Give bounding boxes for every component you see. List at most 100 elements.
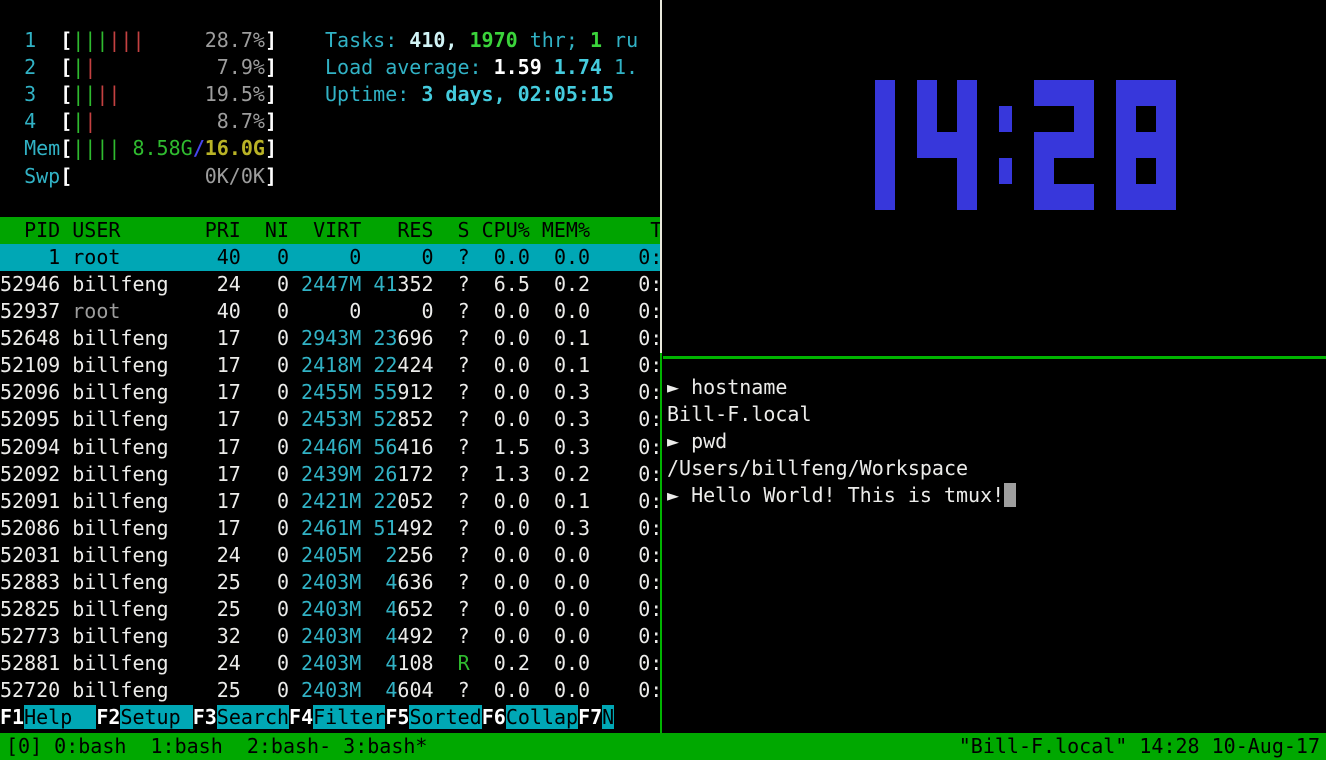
clock-gap (917, 158, 937, 184)
process-row[interactable]: 52031 billfeng 24 0 2405M 2256 ? 0.0 0.0… (0, 542, 660, 569)
tty-clock (824, 80, 1187, 210)
process-row[interactable]: 52937 root 40 0 0 0 ? 0.0 0.0 0: (0, 298, 660, 325)
cell-time: 0: (590, 651, 660, 676)
cell-pid: 1 (0, 244, 73, 269)
cell-virt: 2439M (289, 461, 362, 486)
meter-label: 2 (0, 55, 61, 80)
clock-block (1116, 80, 1136, 106)
mem-total: 16.0G (204, 136, 265, 161)
cell-user: billfeng (72, 434, 181, 459)
cell-cpu: 0.0 (469, 380, 530, 405)
process-row[interactable]: 52825 billfeng 25 0 2403M 4652 ? 0.0 0.0… (0, 596, 660, 623)
cell-pid: 52096 (0, 380, 73, 405)
meter-bracket: ] (264, 163, 277, 188)
cell-mem: 0.3 (529, 380, 591, 405)
cell-time: 0: (590, 461, 660, 486)
cell-pid: 52825 (0, 597, 73, 622)
fkey-f7-n[interactable]: F7N (578, 705, 615, 730)
info-seg: Uptime: (325, 82, 422, 107)
cell-res-hi: 52 (373, 407, 398, 432)
clock-block (1116, 158, 1136, 184)
cell-pri: 17 (180, 353, 241, 378)
cell-res-hi: 4 (385, 569, 398, 594)
cell-cpu: 0.0 (469, 515, 530, 540)
clock-block (875, 158, 895, 184)
process-row[interactable]: 52095 billfeng 17 0 2453M 52852 ? 0.0 0.… (0, 406, 660, 433)
process-row[interactable]: 52096 billfeng 17 0 2455M 55912 ? 0.0 0.… (0, 379, 660, 406)
clock-block (957, 106, 977, 132)
clock-gap (855, 106, 875, 132)
cell-cpu: 0.0 (469, 678, 530, 703)
cell-res-hi: 41 (373, 271, 398, 296)
clock-block (1034, 80, 1054, 106)
process-row[interactable]: 52092 billfeng 17 0 2439M 26172 ? 1.3 0.… (0, 461, 660, 488)
cell-pri: 25 (180, 597, 241, 622)
process-row[interactable]: 52648 billfeng 17 0 2943M 23696 ? 0.0 0.… (0, 325, 660, 352)
cell-time: 0: (590, 353, 660, 378)
cell-mem: 0.0 (529, 569, 591, 594)
info-seg: 3 days, 02:05:15 (421, 82, 614, 107)
cell-res-pad (361, 462, 373, 486)
cell-ni: 0 (240, 624, 290, 649)
pane-border-vertical-active (660, 353, 662, 733)
cell-mem: 0.3 (529, 407, 591, 432)
fkey-f6-collap[interactable]: F6Collap (482, 705, 579, 730)
tmux-window-3[interactable]: 3:bash* (331, 733, 428, 758)
cell-mem: 0.2 (529, 461, 591, 486)
process-row[interactable]: 52773 billfeng 32 0 2403M 4492 ? 0.0 0.0… (0, 623, 660, 650)
process-row[interactable]: 1 root 40 0 0 0 ? 0.0 0.0 0: (0, 243, 660, 271)
cell-res-pad (361, 380, 373, 404)
fkey-f4-filter[interactable]: F4Filter (289, 705, 386, 730)
process-row[interactable]: 52883 billfeng 25 0 2403M 4636 ? 0.0 0.0… (0, 569, 660, 596)
fkey-key: F3 (192, 705, 217, 730)
clock-pane (663, 0, 1326, 353)
tmux-window-2[interactable]: 2:bash- (234, 733, 332, 758)
fkey-label: Sorted (409, 705, 482, 730)
info-line: Load average: 1.59 1.74 1. (325, 54, 638, 81)
cell-pri: 17 (180, 380, 241, 405)
fkey-f5-sorted[interactable]: F5Sorted (385, 705, 482, 730)
cell-res-pad (361, 543, 385, 567)
cell-state: ? (433, 678, 470, 703)
process-row[interactable]: 52091 billfeng 17 0 2421M 22052 ? 0.0 0.… (0, 488, 660, 515)
cell-user: root (72, 244, 181, 269)
cell-res-pad (361, 516, 373, 540)
clock-digit-4 (917, 80, 977, 210)
cell-pid: 52720 (0, 678, 73, 703)
process-row[interactable]: 52720 billfeng 25 0 2403M 4604 ? 0.0 0.0… (0, 677, 660, 704)
meter-label: Swp (0, 163, 61, 188)
cell-res-pad (361, 651, 385, 675)
cell-res-lo: 172 (397, 461, 434, 486)
clock-gap (917, 184, 937, 210)
process-row[interactable]: 52109 billfeng 17 0 2418M 22424 ? 0.0 0.… (0, 352, 660, 379)
fkey-f2-setup[interactable]: F2Setup (96, 705, 193, 730)
meter-bars-green: | (72, 55, 85, 80)
process-row[interactable]: 52946 billfeng 24 0 2447M 41352 ? 6.5 0.… (0, 271, 660, 298)
meter-bracket: [ (60, 28, 73, 53)
clock-gap (1074, 158, 1094, 184)
process-row[interactable]: 52881 billfeng 24 0 2403M 4108 R 0.2 0.0… (0, 650, 660, 677)
process-table-header: PID USER PRI NI VIRT RES S CPU% MEM% T (0, 216, 660, 244)
cell-state: ? (433, 461, 470, 486)
cell-virt: 2403M (289, 569, 362, 594)
cell-mem: 0.0 (529, 678, 591, 703)
cell-pri: 25 (180, 678, 241, 703)
fkey-f3-search[interactable]: F3Search (192, 705, 290, 730)
terminal-pane[interactable]: ► hostname Bill-F.local ► pwd/Users/billfe… (667, 366, 1326, 741)
info-seg: 1.59 (493, 55, 554, 80)
cell-res-pad (361, 353, 373, 377)
fkey-label: N (602, 705, 615, 730)
process-row[interactable]: 52086 billfeng 17 0 2461M 51492 ? 0.0 0.… (0, 515, 660, 542)
cell-mem: 0.1 (529, 353, 591, 378)
tmux-window-0[interactable]: 0:bash (42, 733, 139, 758)
process-row[interactable]: 52094 billfeng 17 0 2446M 56416 ? 1.5 0.… (0, 434, 660, 461)
clock-block (1116, 184, 1136, 210)
htop-fkey-bar: F1Help F2Setup F3SearchF4FilterF5SortedF… (0, 704, 660, 731)
tmux-window-1[interactable]: 1:bash (138, 733, 235, 758)
cell-cpu: 0.0 (469, 326, 530, 351)
fkey-f1-help[interactable]: F1Help (0, 705, 97, 730)
cell-pid: 52095 (0, 407, 73, 432)
cell-state: ? (433, 542, 470, 567)
clock-block (1074, 80, 1094, 106)
mem-used: 8.58G (120, 136, 193, 161)
